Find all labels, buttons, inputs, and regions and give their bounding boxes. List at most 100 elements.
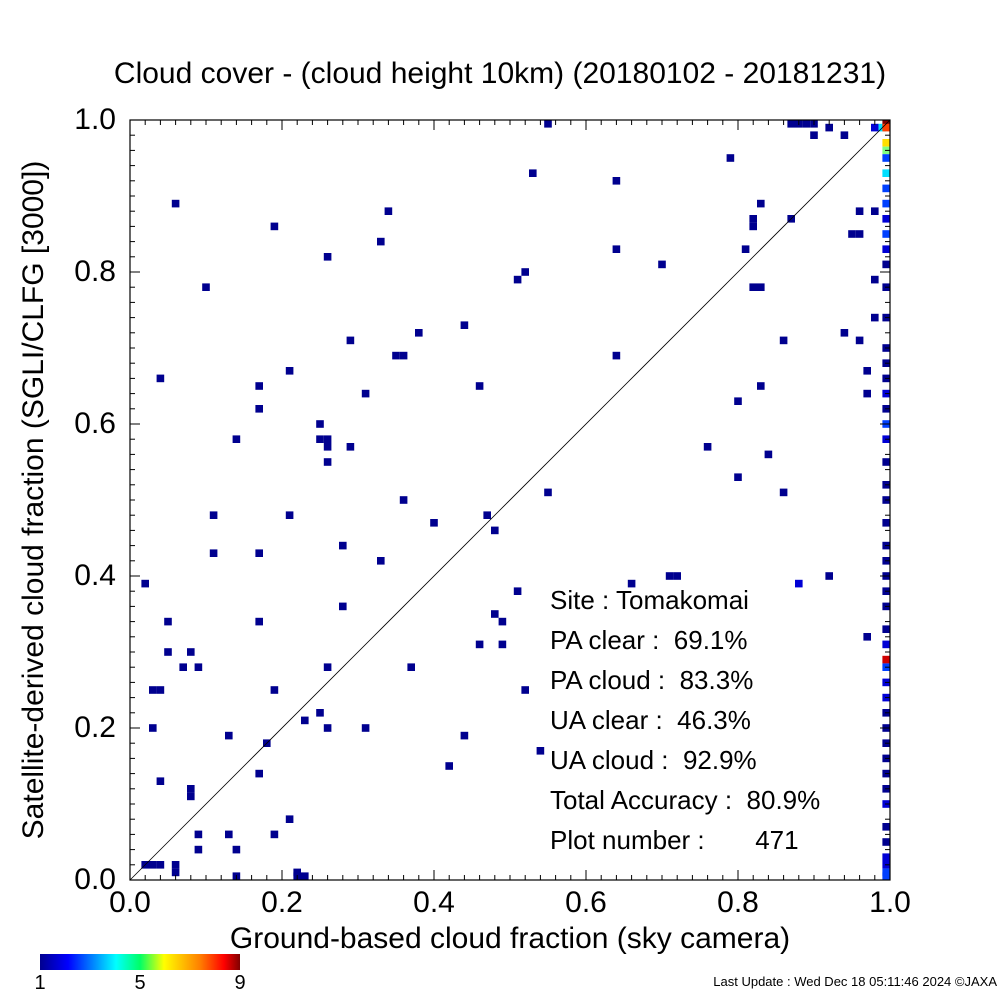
heatmap-cell: [882, 868, 890, 877]
heatmap-cell: [498, 617, 507, 626]
pa-cloud-stat: PA cloud : 83.3%: [550, 665, 754, 695]
heatmap-cell: [513, 275, 522, 284]
heatmap-cell: [882, 853, 890, 861]
heatmap-cell: [255, 617, 263, 626]
heatmap-cell: [346, 443, 355, 451]
one-to-one-diagonal: [129, 119, 891, 881]
heatmap-cell: [882, 139, 890, 147]
heatmap-cell: [225, 731, 233, 740]
heatmap-cell: [179, 663, 187, 671]
heatmap-cell: [491, 610, 499, 618]
heatmap-cell: [848, 230, 856, 238]
heatmap-cell: [194, 830, 203, 839]
heatmap-cell: [316, 709, 324, 717]
heatmap-cell: [149, 724, 157, 732]
heatmap-cell: [855, 336, 864, 345]
heatmap-cell: [475, 640, 484, 649]
heatmap-cell: [255, 769, 263, 778]
heatmap-cell: [399, 351, 408, 360]
heatmap-cell: [270, 222, 279, 231]
heatmap-cell: [498, 640, 507, 649]
heatmap-cell: [187, 792, 195, 801]
heatmap-cell: [882, 169, 890, 177]
heatmap-cell: [316, 435, 324, 443]
heatmap-cell: [301, 872, 309, 880]
site-label: Site : Tomakomai: [550, 585, 749, 615]
heatmap-cell: [703, 443, 712, 451]
heatmap-cell: [392, 351, 400, 360]
heatmap-cell: [475, 382, 484, 390]
heatmap-cell: [734, 473, 742, 481]
heatmap-cell: [855, 230, 864, 238]
heatmap-cell: [285, 815, 294, 823]
heatmap-cell: [810, 131, 818, 139]
x-axis-label: Ground-based cloud fraction (sky camera): [229, 922, 791, 955]
heatmap-cell: [491, 526, 499, 535]
heatmap-cell: [323, 663, 332, 671]
heatmap-cell: [882, 640, 890, 649]
heatmap-cell: [445, 762, 453, 770]
heatmap-cell: [316, 420, 324, 428]
heatmap-cell: [882, 245, 890, 253]
heatmap-cell: [377, 237, 385, 246]
heatmap-cell: [209, 511, 218, 519]
heatmap-cell: [232, 845, 241, 854]
heatmap-cell: [544, 488, 552, 497]
heatmap-cell: [757, 283, 765, 291]
heatmap-cell: [149, 686, 157, 694]
heatmap-cell: [187, 648, 195, 656]
heatmap-cell: [171, 199, 180, 208]
heatmap-cell: [882, 838, 890, 846]
y-tick-label: 1.0: [74, 103, 116, 136]
heatmap-cell: [430, 519, 438, 527]
heatmap-cell: [339, 541, 347, 550]
colorbar-tick-label: 5: [134, 972, 146, 994]
heatmap-cell: [882, 260, 890, 269]
heatmap-cell: [323, 443, 332, 451]
heatmap-cell: [255, 405, 263, 413]
x-tick-label: 0.4: [413, 886, 455, 919]
heatmap-cell: [285, 511, 294, 519]
heatmap-cell: [658, 260, 666, 269]
colorbar-tick-label: 9: [234, 972, 246, 994]
axis-tick-marks: [129, 119, 891, 881]
y-tick-label: 0.0: [74, 863, 116, 896]
pa-clear-stat: PA clear : 69.1%: [550, 625, 748, 655]
heatmap-cell: [882, 230, 890, 238]
y-tick-label: 0.4: [74, 559, 116, 592]
heatmap-cell: [612, 351, 621, 360]
chart-title: Cloud cover - (cloud height 10km) (20180…: [113, 57, 887, 90]
x-tick-label: 0.6: [565, 886, 607, 919]
heatmap-cell: [149, 861, 157, 869]
heatmap-cell: [871, 123, 879, 132]
heatmap-cell: [536, 747, 545, 755]
statistics-panel: Site : Tomakomai PA clear : 69.1% PA clo…: [550, 580, 820, 860]
heatmap-cell: [285, 367, 294, 375]
heatmap-cell: [339, 602, 347, 611]
heatmap-cell: [255, 382, 263, 390]
heatmap-cell: [399, 496, 408, 504]
heatmap-cell: [164, 648, 172, 656]
heatmap-cell: [209, 549, 218, 557]
y-tick-label: 0.6: [74, 407, 116, 440]
heatmap-cell: [255, 549, 263, 557]
heatmap-cell: [513, 587, 522, 595]
heatmap-cell: [665, 572, 674, 580]
total-accuracy-stat: Total Accuracy : 80.9%: [550, 785, 821, 815]
heatmap-cell: [460, 321, 469, 329]
heatmap-cell: [156, 777, 165, 785]
heatmap-cell: [882, 184, 890, 193]
heatmap-cell: [673, 572, 681, 580]
heatmap-cell: [734, 397, 742, 405]
heatmap-cell: [415, 329, 423, 337]
heatmap-cell: [164, 617, 172, 626]
heatmap-cell: [156, 374, 165, 383]
heatmap-cell: [787, 120, 795, 128]
heatmap-cell: [171, 868, 180, 877]
heatmap-cell: [156, 686, 165, 694]
heatmap-cell: [741, 245, 750, 253]
heatmap-cell: [293, 868, 301, 877]
heatmap-cell: [346, 336, 355, 345]
heatmap-cell: [882, 519, 890, 527]
